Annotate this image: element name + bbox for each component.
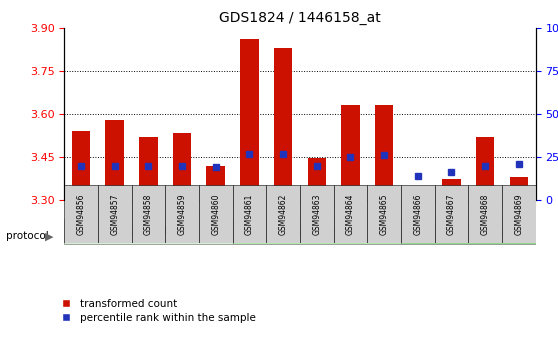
Text: GSM94857: GSM94857 xyxy=(110,193,119,235)
FancyBboxPatch shape xyxy=(233,219,401,244)
FancyBboxPatch shape xyxy=(435,185,468,243)
FancyBboxPatch shape xyxy=(132,185,165,243)
FancyBboxPatch shape xyxy=(98,185,132,243)
Text: GSM94867: GSM94867 xyxy=(447,193,456,235)
FancyBboxPatch shape xyxy=(401,219,536,244)
Text: Nanog knockdown: Nanog knockdown xyxy=(269,226,365,236)
Bar xyxy=(173,132,191,200)
Bar xyxy=(476,137,494,200)
Bar xyxy=(442,178,461,200)
FancyBboxPatch shape xyxy=(233,185,266,243)
FancyBboxPatch shape xyxy=(367,185,401,243)
FancyBboxPatch shape xyxy=(502,185,536,243)
Legend: transformed count, percentile rank within the sample: transformed count, percentile rank withi… xyxy=(61,299,256,323)
FancyBboxPatch shape xyxy=(199,185,233,243)
Text: GSM94868: GSM94868 xyxy=(480,193,490,235)
Title: GDS1824 / 1446158_at: GDS1824 / 1446158_at xyxy=(219,11,381,25)
FancyBboxPatch shape xyxy=(334,185,367,243)
Text: GSM94862: GSM94862 xyxy=(278,193,287,235)
Text: Control: Control xyxy=(129,226,167,236)
Text: GSM94864: GSM94864 xyxy=(346,193,355,235)
Text: GSM94863: GSM94863 xyxy=(312,193,321,235)
Text: GSM94865: GSM94865 xyxy=(379,193,388,235)
Text: GSM94860: GSM94860 xyxy=(211,193,220,235)
Bar xyxy=(341,105,360,200)
Bar xyxy=(105,120,124,200)
Text: GSM94866: GSM94866 xyxy=(413,193,422,235)
FancyBboxPatch shape xyxy=(165,185,199,243)
FancyBboxPatch shape xyxy=(401,185,435,243)
Bar xyxy=(408,197,427,200)
FancyBboxPatch shape xyxy=(468,185,502,243)
Bar xyxy=(206,166,225,200)
Text: ▶: ▶ xyxy=(45,231,53,241)
Bar xyxy=(307,158,326,200)
Text: GSM94861: GSM94861 xyxy=(245,193,254,235)
Bar xyxy=(375,105,393,200)
Bar xyxy=(274,48,292,200)
Bar xyxy=(72,131,90,200)
FancyBboxPatch shape xyxy=(300,185,334,243)
Text: GSM94869: GSM94869 xyxy=(514,193,523,235)
Bar xyxy=(240,39,259,200)
Text: protocol: protocol xyxy=(6,231,49,241)
FancyBboxPatch shape xyxy=(64,185,98,243)
Bar xyxy=(509,177,528,200)
Bar xyxy=(139,137,157,200)
Text: GSM94859: GSM94859 xyxy=(177,193,186,235)
FancyBboxPatch shape xyxy=(266,185,300,243)
Text: GSM94856: GSM94856 xyxy=(76,193,85,235)
Text: GSM94858: GSM94858 xyxy=(144,193,153,235)
Text: Oct4 knockdown: Oct4 knockdown xyxy=(425,226,512,236)
FancyBboxPatch shape xyxy=(64,219,233,244)
